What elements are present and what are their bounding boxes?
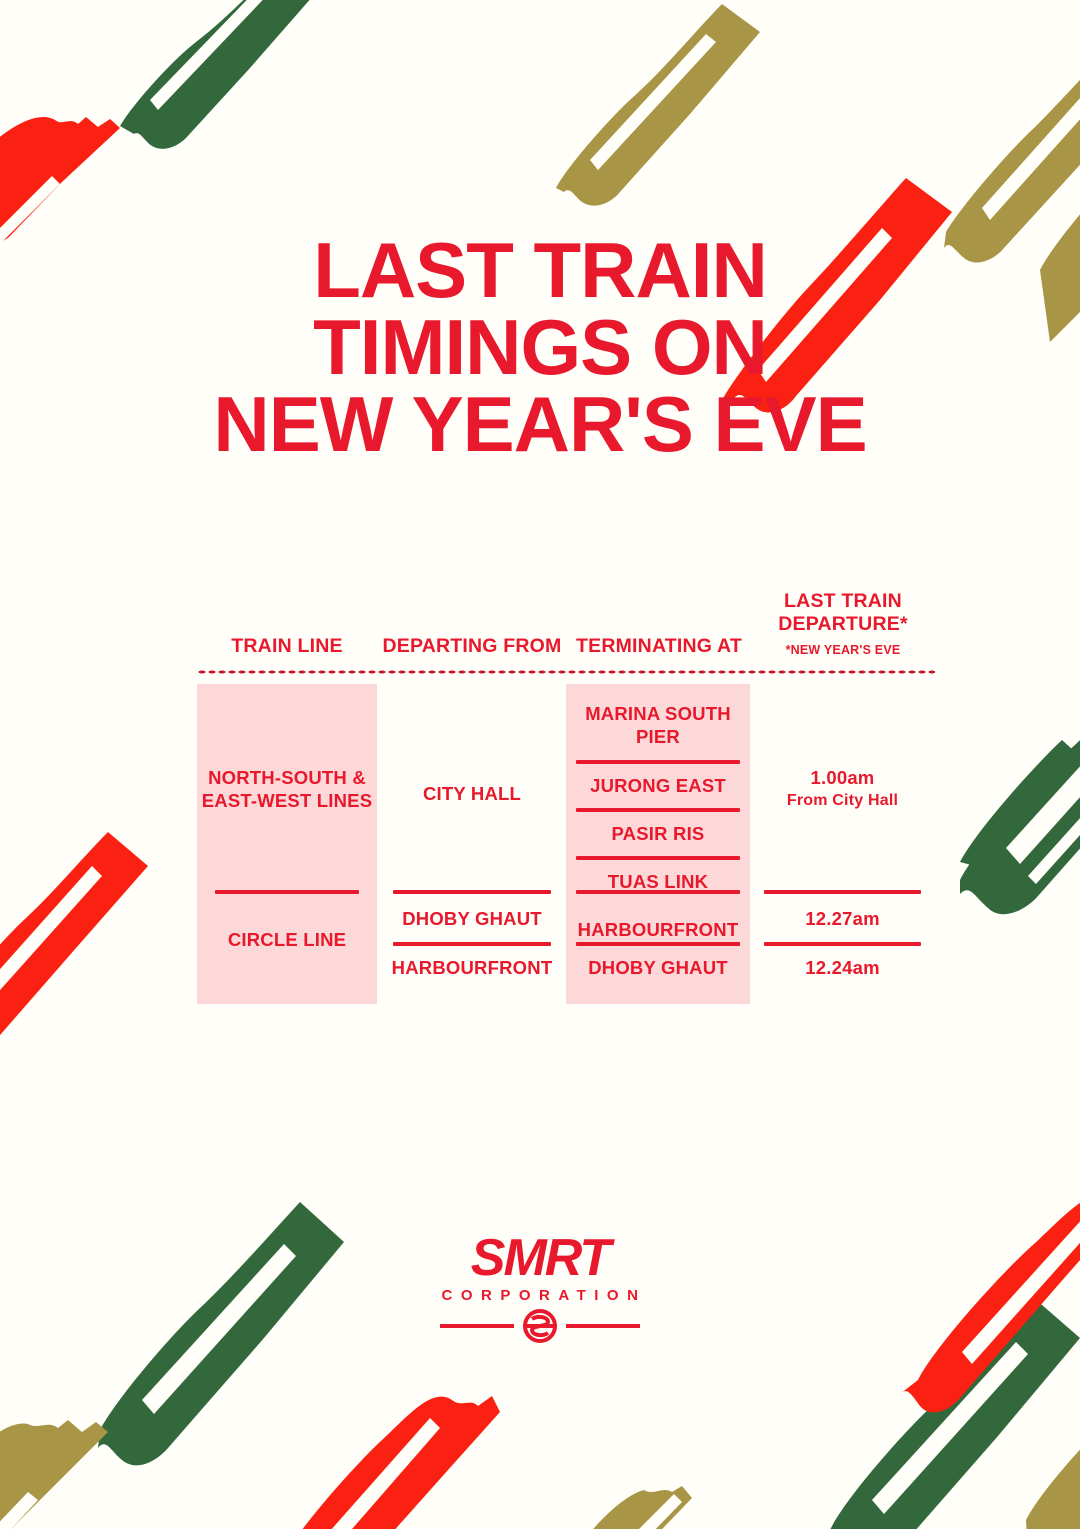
- title-line-2: TIMINGS ON: [313, 303, 768, 392]
- cell-departure-time-circle-2: 12.24am: [805, 957, 880, 978]
- cell-term-marina-south-pier: MARINA SOUTH PIER: [585, 703, 731, 748]
- divider-term-2: [576, 808, 740, 812]
- brush-gold-topright: [944, 79, 1080, 263]
- smrt-roundel-icon: [0, 1309, 1080, 1343]
- cell-train-line-nsewl: NORTH-SOUTH & EAST-WEST LINES: [201, 767, 373, 812]
- divider-train-line: [215, 890, 359, 894]
- divider-departure-1: [764, 890, 921, 894]
- column-header-note: *NEW YEAR'S EVE: [785, 643, 901, 658]
- cell-term-dhoby-ghaut: DHOBY GHAUT: [588, 957, 728, 978]
- table-header-row: TRAIN LINE DEPARTING FROM TERMINATING AT…: [197, 568, 935, 658]
- column-header-terminating-at: TERMINATING AT: [576, 635, 742, 657]
- title-line-1: LAST TRAIN: [313, 226, 768, 314]
- column-header-departing-from: DEPARTING FROM: [382, 635, 562, 657]
- cell-departing-city-hall: CITY HALL: [422, 783, 522, 804]
- divider-term-1: [576, 760, 740, 764]
- cell-departing-harbourfront: HARBOURFRONT: [391, 957, 553, 978]
- brush-gold-left-lower: [0, 1420, 108, 1529]
- brush-gold-bottom: [593, 1486, 692, 1529]
- cell-term-pasir-ris: PASIR RIS: [611, 823, 705, 844]
- cell-departing-dhoby-ghaut: DHOBY GHAUT: [402, 908, 542, 929]
- cell-train-line-circle: CIRCLE LINE: [227, 929, 347, 950]
- title-line-3: NEW YEAR'S EVE: [213, 380, 867, 469]
- divider-term-5: [576, 942, 740, 946]
- smrt-subtitle: CORPORATION: [441, 1287, 647, 1304]
- cell-term-jurong-east: JURONG EAST: [590, 775, 726, 796]
- departure-time-note: From City Hall: [786, 792, 899, 810]
- brush-gold-bottomright: [1026, 1449, 1080, 1529]
- column-last-train-departure: 1.00am From City Hall 12.27am 12.24am: [750, 684, 935, 1004]
- column-terminating-at: MARINA SOUTH PIER JURONG EAST PASIR RIS …: [566, 684, 750, 1004]
- divider-departing-2: [393, 942, 551, 946]
- cell-departure-time-circle-1: 12.27am: [805, 908, 880, 929]
- cell-term-tuas-link: TUAS LINK: [607, 871, 709, 892]
- brush-red-bottom-center: [302, 1396, 500, 1529]
- divider-term-4: [576, 890, 740, 894]
- smrt-wordmark: SMRT: [470, 1229, 611, 1287]
- table-body: NORTH-SOUTH & EAST-WEST LINES CIRCLE LIN…: [197, 684, 935, 1004]
- column-header-last-train-departure-label: LAST TRAIN DEPARTURE*: [778, 590, 908, 636]
- departure-time-value: 1.00am: [810, 767, 875, 788]
- smrt-logo: SMRT CORPORATION: [0, 1232, 1080, 1343]
- column-train-line: NORTH-SOUTH & EAST-WEST LINES CIRCLE LIN…: [197, 684, 377, 1004]
- divider-departing-1: [393, 890, 551, 894]
- brush-green-topleft: [120, 0, 310, 149]
- brush-red-left-mid: [0, 832, 148, 1036]
- cell-departure-time-nsewl: 1.00am From City Hall: [750, 766, 935, 811]
- column-header-last-train-departure: LAST TRAIN DEPARTURE* *NEW YEAR'S EVE: [751, 590, 935, 658]
- brush-gold-top: [556, 4, 760, 206]
- brush-green-right-mid: [960, 740, 1080, 915]
- column-departing-from: CITY HALL DHOBY GHAUT HARBOURFRONT: [377, 684, 567, 1004]
- page-title: LAST TRAIN TIMINGS ON NEW YEAR'S EVE: [0, 226, 1080, 469]
- smrt-roundel-svg: [440, 1309, 640, 1343]
- column-header-train-line: TRAIN LINE: [231, 635, 343, 657]
- divider-term-3: [576, 856, 740, 860]
- cell-term-harbourfront: HARBOURFRONT: [577, 919, 739, 940]
- divider-departure-2: [764, 942, 921, 946]
- header-divider-dotted: [197, 670, 935, 674]
- last-train-timings-table: TRAIN LINE DEPARTING FROM TERMINATING AT…: [197, 568, 935, 1004]
